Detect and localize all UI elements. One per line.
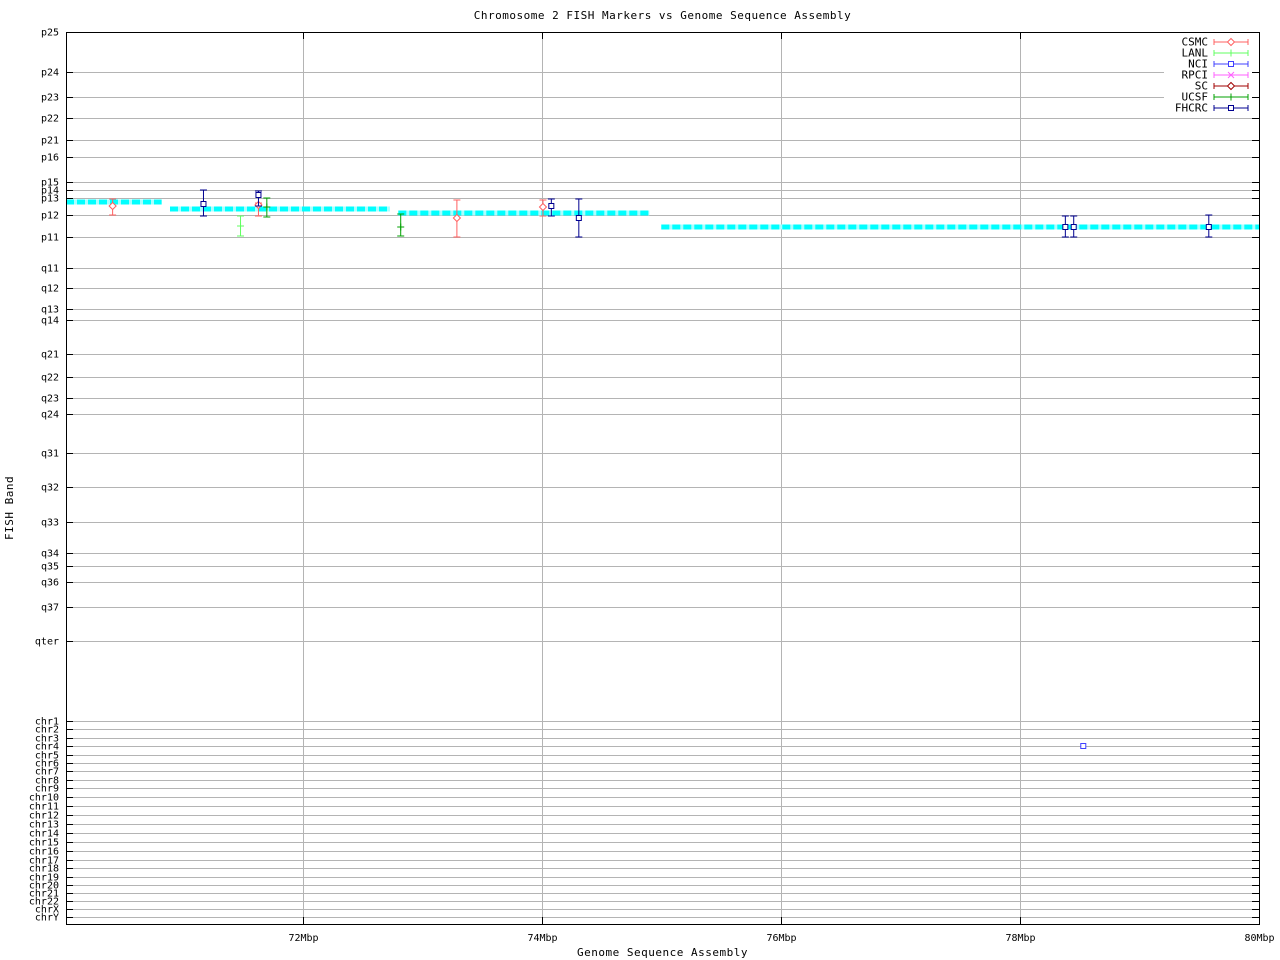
legend-label: UCSF [1182, 91, 1209, 104]
y-tick-label: chr22 [29, 897, 59, 908]
y-tick-label: q36 [41, 578, 59, 589]
x-tick-label: 80Mbp [1244, 933, 1274, 944]
y-tick-label: p21 [41, 136, 59, 147]
y-tick-label: q14 [41, 316, 59, 327]
y-tick-label: chr3 [35, 734, 59, 745]
y-tick-label: chr20 [29, 881, 59, 892]
y-tick-label: q13 [41, 305, 59, 316]
x-tick-label: 72Mbp [288, 933, 318, 944]
legend-label: CSMC [1182, 36, 1209, 49]
y-tick-label: chr21 [29, 889, 59, 900]
y-tick-label: chrX [35, 905, 59, 916]
x-tick-label: 76Mbp [766, 933, 796, 944]
point-marker-diamond [1226, 37, 1236, 47]
y-tick-label: q23 [41, 394, 59, 405]
chart-title: Chromosome 2 FISH Markers vs Genome Sequ… [473, 9, 852, 22]
y-tick-label: p15 [41, 178, 59, 189]
y-tick-label: p13 [41, 194, 59, 205]
y-tick-label: p22 [41, 114, 59, 125]
y-tick-label: chr8 [35, 776, 59, 787]
point-marker-x [1227, 71, 1235, 79]
point-marker-square [1228, 61, 1234, 67]
legend-label: LANL [1182, 47, 1209, 60]
y-tick-label: chr10 [29, 793, 59, 804]
legend-label: NCI [1188, 58, 1208, 71]
y-tick-label: p12 [41, 211, 59, 222]
point-marker-diamond [538, 202, 548, 212]
x-axis-title: Genome Sequence Assembly [577, 946, 748, 959]
point-marker-square [1070, 224, 1077, 230]
y-tick-label: chr19 [29, 873, 59, 884]
y-tick-label: chr4 [35, 742, 59, 753]
y-tick-label: chr9 [35, 784, 59, 795]
y-tick-label: q33 [41, 518, 59, 529]
legend-label: RPCI [1182, 69, 1209, 82]
point-marker-square [1062, 224, 1069, 230]
point-marker-diamond [1226, 81, 1236, 91]
y-tick-label: p23 [41, 93, 59, 104]
y-tick-label: chr13 [29, 820, 59, 831]
y-tick-label: q35 [41, 562, 59, 573]
point-marker-square [1080, 743, 1087, 749]
y-tick-label: chr17 [29, 856, 59, 867]
y-tick-label: q32 [41, 483, 59, 494]
y-tick-label: q11 [41, 264, 59, 275]
y-tick-label: chr5 [35, 751, 59, 762]
y-tick-label: chr7 [35, 767, 59, 778]
y-tick-label: q12 [41, 284, 59, 295]
y-tick-label: chr18 [29, 864, 59, 875]
y-tick-label: chr12 [29, 811, 59, 822]
y-tick-label: chr1 [35, 717, 59, 728]
y-tick-label: q31 [41, 449, 59, 460]
point-marker-square [1228, 105, 1234, 111]
point-marker-diamond [452, 213, 462, 223]
y-tick-label: p11 [41, 233, 59, 244]
y-tick-label: q37 [41, 603, 59, 614]
y-tick-label: chr11 [29, 802, 59, 813]
y-tick-label: q22 [41, 373, 59, 384]
y-tick-label: chrY [35, 913, 59, 924]
point-marker-square [575, 215, 582, 221]
y-tick-label: chr6 [35, 759, 59, 770]
y-tick-label: p14 [41, 186, 59, 197]
point-marker-diamond [108, 201, 117, 211]
plot-border [66, 32, 1260, 925]
y-tick-label: chr16 [29, 847, 59, 858]
point-marker-square [200, 201, 207, 207]
y-tick-label: chr2 [35, 725, 59, 736]
point-marker-square [255, 192, 262, 198]
y-tick-label: p24 [41, 68, 59, 79]
x-tick-label: 78Mbp [1005, 933, 1035, 944]
y-tick-label: chr15 [29, 838, 59, 849]
y-tick-label: chr14 [29, 829, 59, 840]
y-tick-label: q24 [41, 410, 59, 421]
legend-label: SC [1195, 80, 1208, 93]
point-marker-square [548, 203, 555, 209]
y-tick-label: p16 [41, 153, 59, 164]
x-tick-label: 74Mbp [527, 933, 557, 944]
point-marker-square [1205, 224, 1212, 230]
y-tick-label: qter [35, 637, 59, 648]
legend-label: FHCRC [1175, 102, 1208, 115]
y-tick-label: q34 [41, 549, 59, 560]
y-tick-label: p25 [41, 28, 59, 39]
y-tick-label: q21 [41, 350, 59, 361]
